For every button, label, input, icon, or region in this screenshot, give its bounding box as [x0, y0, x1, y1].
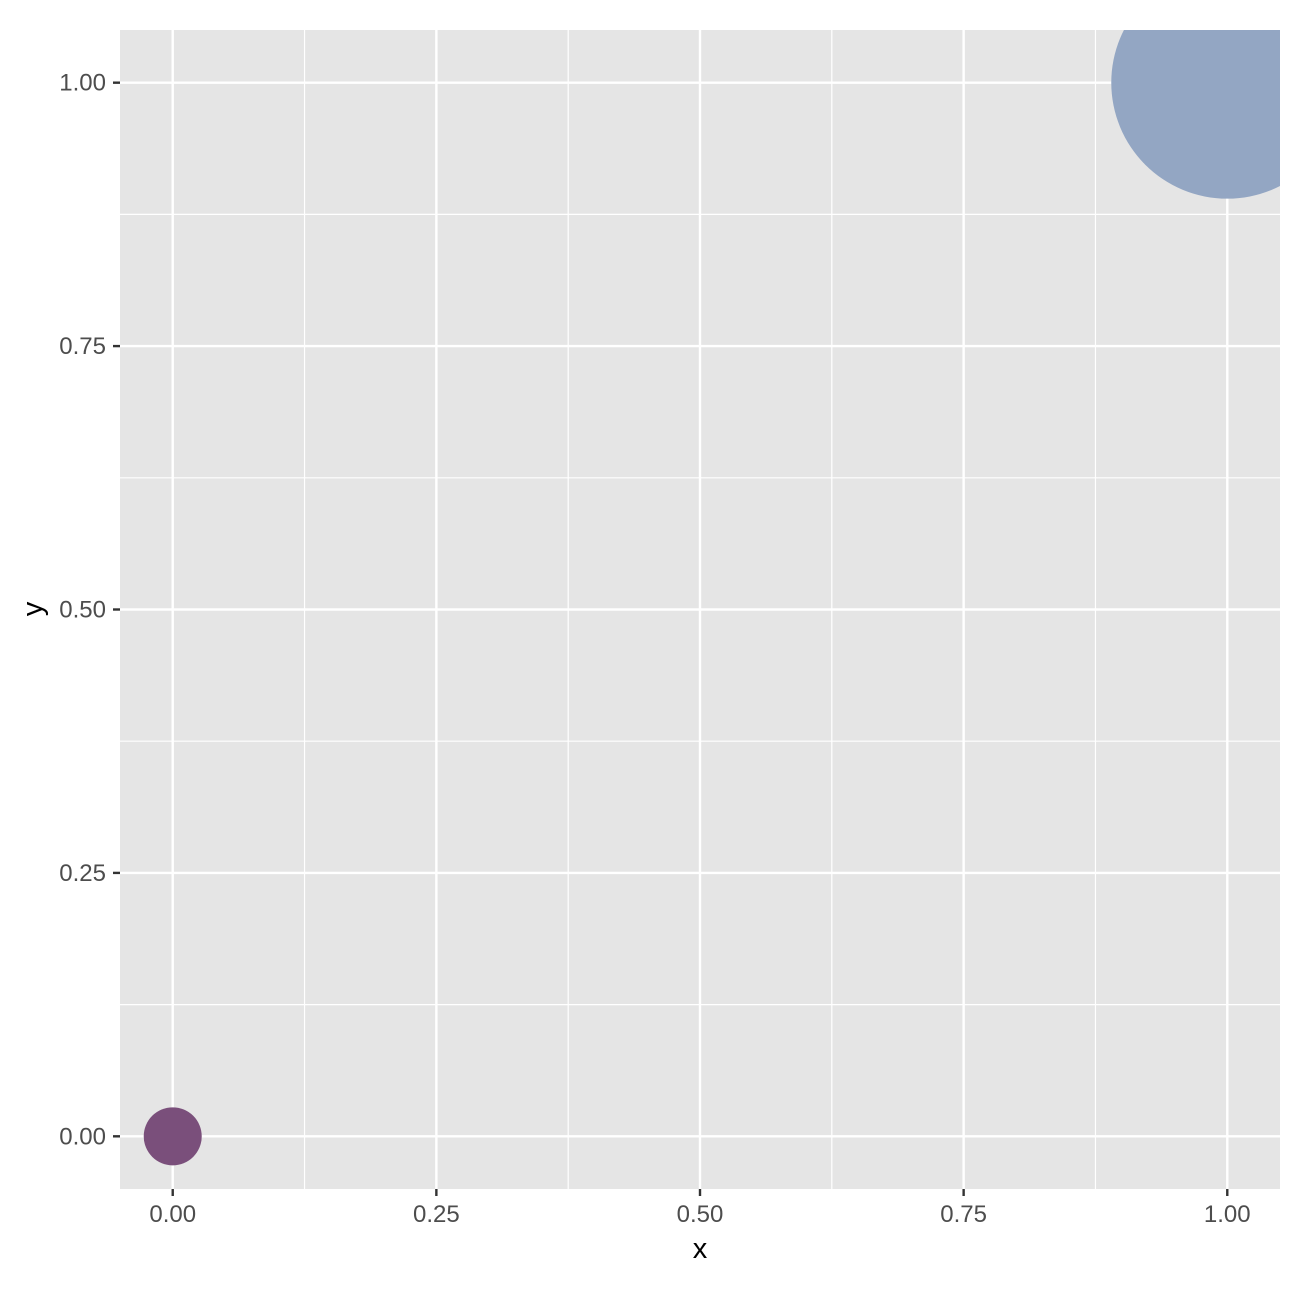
x-tick-label: 0.75 [940, 1201, 987, 1228]
major-grid [120, 30, 1280, 1189]
y-tick-label: 1.00 [59, 70, 106, 97]
x-tick-label: 0.25 [413, 1201, 460, 1228]
x-axis-title: x [693, 1233, 708, 1265]
y-axis: 0.00 0.25 0.50 0.75 1.00 [59, 70, 120, 1150]
y-axis-title: y [17, 601, 49, 616]
x-axis: 0.00 0.25 0.50 0.75 1.00 [149, 1189, 1251, 1228]
y-tick-label: 0.25 [59, 860, 106, 887]
y-tick-label: 0.00 [59, 1123, 106, 1150]
y-tick-label: 0.75 [59, 333, 106, 360]
data-points [143, 30, 1280, 1166]
x-tick-label: 1.00 [1204, 1201, 1251, 1228]
x-tick-label: 0.00 [149, 1201, 196, 1228]
y-tick-label: 0.50 [59, 597, 106, 624]
data-point [1111, 30, 1280, 199]
x-tick-label: 0.50 [677, 1201, 724, 1228]
data-point [143, 1107, 202, 1166]
